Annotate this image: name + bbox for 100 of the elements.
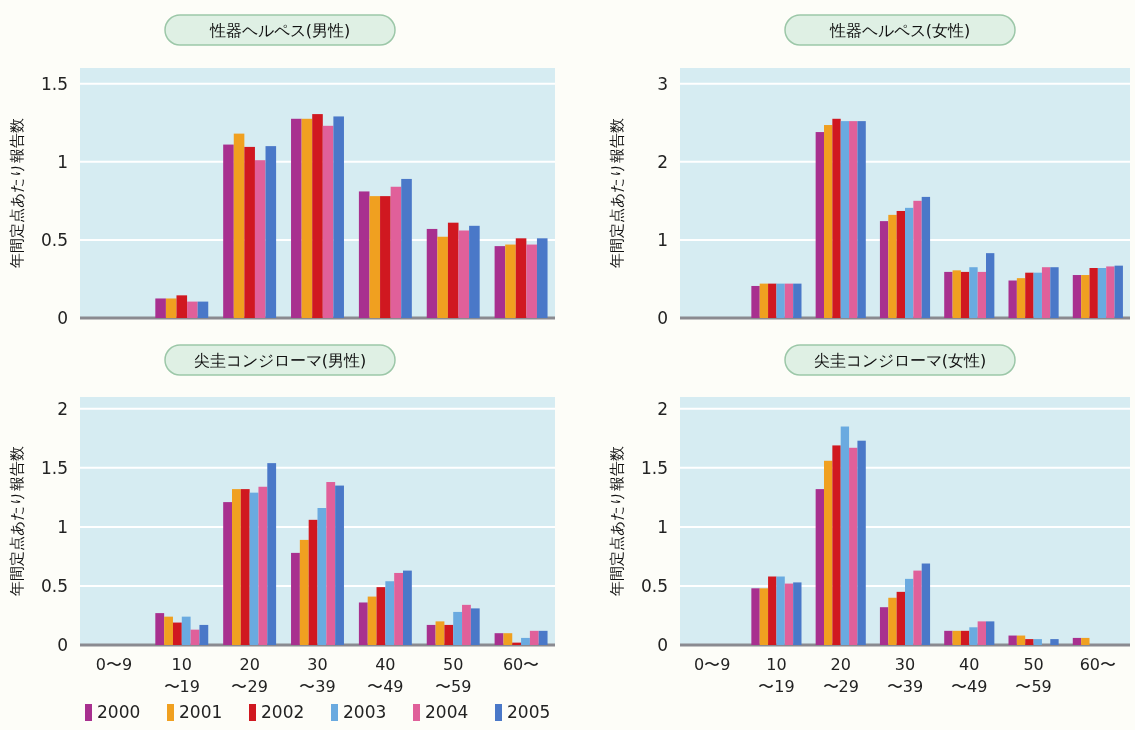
- bar: [312, 114, 323, 318]
- bar: [426, 228, 438, 318]
- x-tick-label: 20 〜29: [822, 655, 859, 696]
- y-tick-label: 0.5: [40, 229, 68, 250]
- bar: [181, 616, 191, 645]
- bar: [426, 624, 436, 645]
- bar: [333, 116, 344, 318]
- bar: [291, 552, 300, 645]
- bar: [444, 624, 454, 645]
- legend-label: 2000: [97, 702, 141, 722]
- bar: [776, 283, 785, 318]
- bar: [784, 583, 794, 645]
- bar: [155, 298, 166, 318]
- bar: [494, 633, 504, 645]
- bar: [265, 146, 277, 318]
- bar: [969, 627, 978, 645]
- y-tick-label: 3: [657, 73, 668, 94]
- bar: [394, 572, 403, 645]
- bar: [1106, 266, 1115, 318]
- bar: [505, 244, 516, 318]
- y-tick-label: 0: [57, 635, 68, 655]
- y-tick-label: 1.5: [40, 73, 68, 94]
- bar: [494, 246, 506, 318]
- chart-title: 尖圭コンジローマ(女性): [813, 351, 987, 370]
- y-axis-title: 年間定点あたり報告数: [8, 446, 26, 596]
- bar: [1025, 272, 1034, 318]
- bar: [322, 125, 334, 318]
- bar: [888, 597, 897, 645]
- y-tick-label: 2: [657, 151, 668, 172]
- bar: [1008, 635, 1017, 645]
- bar: [155, 613, 165, 645]
- bar: [187, 301, 198, 318]
- bar: [469, 225, 480, 318]
- bar: [759, 588, 769, 645]
- bar: [921, 196, 931, 318]
- bar: [849, 121, 858, 318]
- bar: [1033, 272, 1042, 318]
- bar: [913, 200, 922, 318]
- bar: [849, 447, 858, 645]
- y-tick-label: 2: [657, 398, 668, 419]
- bar: [358, 191, 370, 318]
- x-tick-label: 0〜9: [95, 655, 133, 674]
- bar: [526, 244, 537, 318]
- bar: [367, 596, 377, 645]
- bar: [317, 508, 327, 645]
- bar: [824, 460, 833, 645]
- chart-title: 性器ヘルペス(女性): [828, 21, 971, 40]
- bar: [401, 178, 412, 318]
- legend-label: 2001: [179, 702, 223, 722]
- bar: [840, 426, 850, 645]
- bar: [308, 519, 318, 645]
- bar: [1114, 265, 1123, 318]
- x-tick-label: 60〜: [1079, 655, 1117, 674]
- bar: [470, 608, 480, 645]
- x-tick-label: 60〜: [502, 655, 540, 674]
- bar: [458, 230, 470, 318]
- y-tick-label: 0: [657, 635, 668, 655]
- bar: [960, 630, 970, 645]
- y-tick-label: 2: [57, 398, 68, 419]
- chart-title: 尖圭コンジローマ(男性): [193, 351, 367, 370]
- x-tick-label: 10 〜19: [758, 655, 795, 696]
- y-tick-label: 0.5: [640, 575, 668, 596]
- y-tick-label: 1: [657, 516, 668, 537]
- bar: [977, 271, 986, 318]
- x-tick-label: 40 〜49: [951, 655, 988, 696]
- bar: [165, 298, 177, 318]
- bar: [888, 214, 897, 318]
- bar: [1072, 637, 1082, 645]
- bar: [751, 285, 760, 318]
- bar: [751, 588, 760, 645]
- bar: [435, 621, 445, 645]
- y-tick-label: 1.5: [40, 457, 68, 478]
- legend-label: 2003: [343, 702, 387, 722]
- bar: [267, 463, 277, 645]
- bar: [358, 602, 368, 645]
- bar: [905, 207, 914, 318]
- bar: [1041, 267, 1051, 318]
- bar: [952, 270, 961, 318]
- bar: [921, 563, 931, 645]
- bar: [1016, 278, 1026, 318]
- bar: [172, 622, 182, 645]
- bar: [390, 186, 402, 318]
- bar: [326, 482, 336, 645]
- bar: [1089, 268, 1098, 318]
- bar: [1072, 275, 1082, 318]
- x-tick-label: 30 〜39: [299, 655, 336, 696]
- legend-label: 2002: [261, 702, 305, 722]
- bar: [768, 283, 777, 318]
- bar: [768, 576, 777, 645]
- bar: [503, 633, 513, 645]
- bar: [896, 591, 905, 645]
- bar: [232, 489, 241, 645]
- bar: [896, 210, 905, 318]
- bar: [960, 271, 970, 318]
- bar: [815, 132, 824, 318]
- y-tick-label: 1: [657, 229, 668, 250]
- bar: [1081, 275, 1090, 318]
- x-tick-label: 10 〜19: [163, 655, 200, 696]
- y-tick-label: 1: [57, 516, 68, 537]
- bar: [521, 637, 530, 645]
